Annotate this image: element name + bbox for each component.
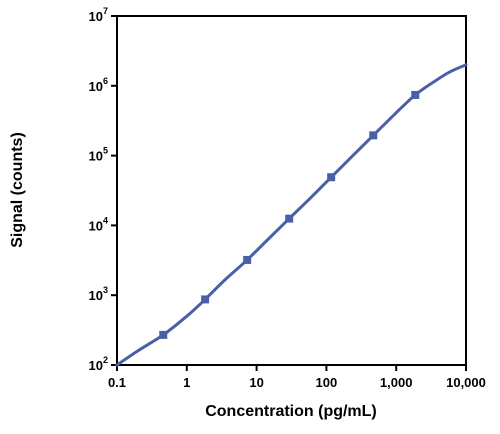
x-axis-ticks: 0.1 1 10 100 1,000 10,000: [108, 365, 486, 390]
y-tick-label: 102: [89, 355, 108, 373]
y-tick-label: 103: [89, 285, 108, 303]
y-tick-label: 106: [89, 76, 108, 94]
x-tick-label: 0.1: [108, 375, 126, 390]
y-tick-label: 105: [89, 146, 108, 164]
x-tick-label: 1,000: [380, 375, 413, 390]
data-point: [201, 295, 210, 304]
x-tick-label: 10,000: [446, 375, 486, 390]
y-tick-label: 107: [89, 6, 108, 24]
data-point: [285, 214, 294, 223]
y-tick-label: 104: [89, 215, 108, 233]
y-axis-ticks: 102 103 104 105 106 107: [89, 6, 117, 373]
data-point: [159, 330, 168, 339]
x-tick-label: 10: [249, 375, 263, 390]
x-tick-label: 1: [183, 375, 190, 390]
x-axis-title: Concentration (pg/mL): [205, 403, 377, 420]
plot-frame: [116, 15, 467, 366]
data-point: [327, 173, 336, 182]
y-axis-title: Signal (counts): [9, 132, 26, 248]
data-point: [411, 90, 420, 99]
x-tick-label: 100: [316, 375, 338, 390]
data-points: [159, 90, 420, 339]
data-point: [369, 131, 378, 140]
data-point: [243, 255, 252, 264]
